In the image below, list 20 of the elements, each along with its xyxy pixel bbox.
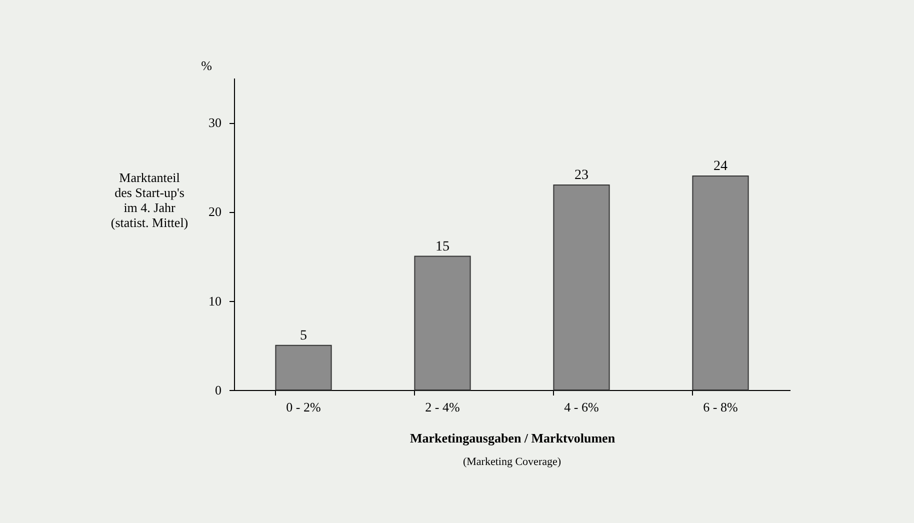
y-tick-label: 0 xyxy=(215,382,222,398)
y-axis-title: Marktanteil des Start-up's im 4. Jahr (statist. Mittel) xyxy=(110,170,188,230)
data-label: 24 xyxy=(714,159,728,174)
bar xyxy=(692,176,749,390)
bar xyxy=(553,184,610,390)
y-tick-label: 10 xyxy=(208,293,222,308)
text: % xyxy=(201,58,212,73)
bar xyxy=(275,344,332,390)
x-tick-label: 0 - 2% xyxy=(286,400,321,414)
x-tick-label: 4 - 6% xyxy=(564,400,599,414)
x-axis-title: Marketingausgaben / Marktvolumen xyxy=(410,430,616,446)
text: (Marketing Coverage) xyxy=(462,456,562,468)
y-tick-label: 30 xyxy=(208,115,222,130)
data-label: 23 xyxy=(574,168,588,183)
data-label: 15 xyxy=(436,239,450,254)
x-tick-label: 6 - 8% xyxy=(703,400,738,414)
y-tick-label: 20 xyxy=(208,204,222,220)
x-tick-label: 2 - 4% xyxy=(425,400,460,414)
data-label: 5 xyxy=(300,328,307,344)
bar xyxy=(414,256,471,390)
